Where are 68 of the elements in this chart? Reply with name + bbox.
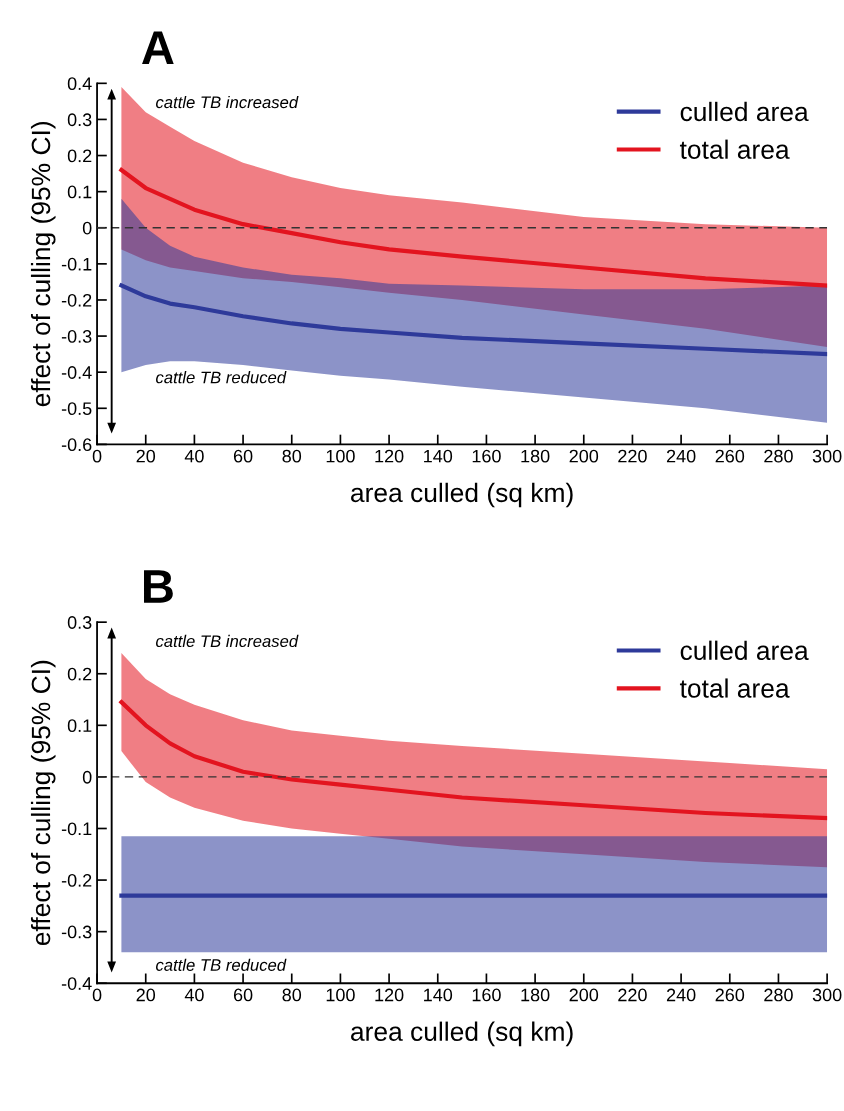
x-tick-label: 160	[472, 449, 501, 463]
y-tick-label: -0.1	[61, 257, 92, 271]
x-tick-label: 120	[375, 988, 404, 1002]
x-tick-label: 100	[326, 988, 355, 1002]
y-tick-label: -0.6	[61, 438, 92, 452]
legend-label: total area	[679, 139, 790, 159]
y-tick-label: -0.2	[61, 293, 92, 307]
x-tick-label: 140	[424, 449, 453, 463]
x-tick-label: 60	[233, 988, 253, 1002]
x-tick-label: 200	[569, 449, 599, 463]
line-series	[119, 283, 828, 357]
x-tick-label: 100	[326, 449, 355, 463]
y-tick-label: 0.1	[67, 185, 92, 199]
x-tick-label: 240	[666, 988, 696, 1002]
x-tick-label: 20	[136, 449, 156, 463]
x-tick-label: 280	[764, 449, 793, 463]
x-tick-label: 300	[812, 449, 842, 463]
chart-title: B	[144, 570, 173, 603]
chart-title: A	[142, 31, 174, 64]
y-tick-label: 0.3	[67, 113, 92, 127]
y-tick-label: -0.4	[61, 366, 92, 379]
x-tick-label: 160	[472, 988, 501, 1002]
x-tick-label: 120	[375, 449, 404, 463]
y-tick-label: 0.2	[67, 667, 92, 681]
annotation: cattle TB reduced	[156, 958, 287, 971]
y-tick-label: 0	[82, 770, 92, 784]
x-tick-label: 280	[764, 988, 793, 1002]
y-tick-label: 0.1	[67, 719, 92, 733]
x-tick-label: 180	[521, 449, 550, 463]
x-tick-label: 60	[233, 449, 253, 463]
line-series	[119, 700, 828, 821]
x-tick-label: 200	[569, 988, 599, 1002]
annotation: cattle TB increased	[156, 634, 299, 648]
x-axis-title: area culled (sq km)	[351, 1021, 573, 1047]
legend-label: culled area	[680, 640, 809, 661]
y-tick-label: -0.1	[61, 822, 92, 836]
y-tick-label: -0.5	[61, 402, 92, 416]
y-tick-label: -0.2	[61, 874, 92, 887]
x-tick-label: 140	[424, 988, 453, 1002]
x-tick-label: 180	[521, 988, 550, 1002]
y-tick-label: 0.4	[67, 77, 92, 91]
y-tick-label: -0.4	[61, 977, 92, 990]
x-tick-label: 80	[282, 988, 302, 1002]
x-tick-label: 300	[812, 988, 842, 1002]
x-tick-label: 20	[136, 988, 156, 1002]
x-tick-label: 220	[618, 988, 647, 1002]
x-tick-label: 220	[618, 449, 647, 463]
line-series	[119, 167, 828, 288]
y-tick-label: -0.3	[61, 330, 92, 343]
x-tick-label: 0	[92, 449, 102, 463]
x-tick-label: 80	[282, 449, 302, 463]
y-tick-label: -0.3	[61, 925, 92, 939]
y-tick-label: 0.3	[67, 616, 92, 629]
y-axis-title: effect of culling (95% CI)	[30, 121, 56, 407]
y-axis-title: effect of culling (95% CI)	[30, 660, 56, 946]
x-tick-label: 240	[666, 449, 696, 463]
y-tick-label: 0	[82, 221, 92, 235]
legend-label: total area	[679, 678, 790, 698]
x-tick-label: 0	[92, 988, 102, 1002]
annotation: cattle TB increased	[156, 95, 299, 109]
x-tick-label: 260	[715, 988, 745, 1002]
x-tick-label: 40	[184, 449, 204, 463]
legend-label: culled area	[680, 101, 809, 122]
annotation: cattle TB reduced	[156, 371, 287, 384]
x-tick-label: 40	[184, 988, 204, 1002]
x-axis-title: area culled (sq km)	[351, 482, 573, 508]
x-tick-label: 260	[715, 449, 745, 463]
y-tick-label: 0.2	[67, 149, 92, 163]
